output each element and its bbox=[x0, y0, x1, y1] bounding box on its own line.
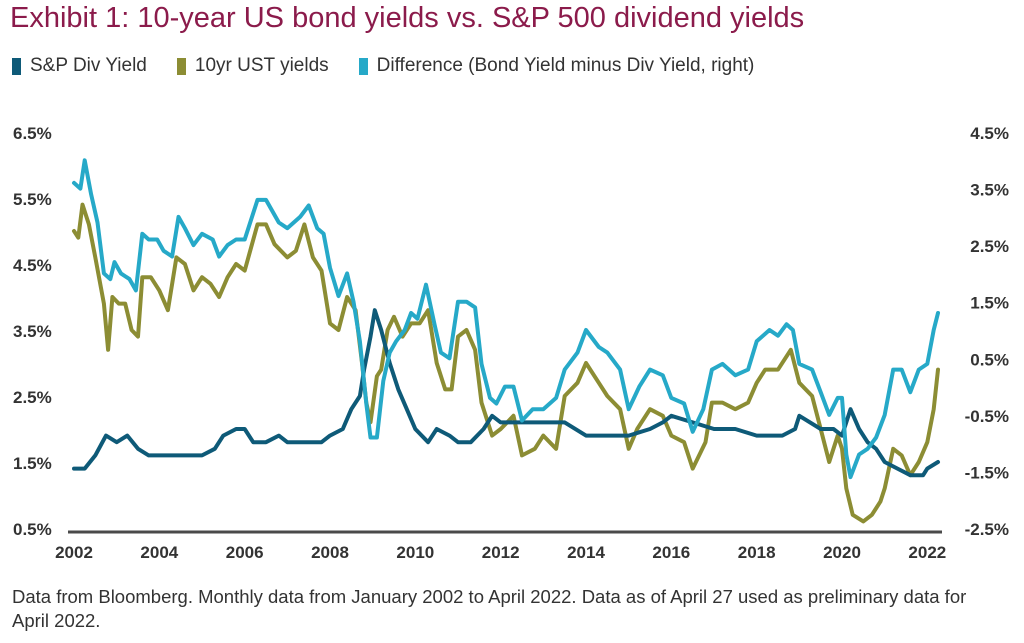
legend-swatch-difference bbox=[358, 57, 368, 75]
legend-label-div-yield: S&P Div Yield bbox=[30, 55, 147, 76]
legend-label-ust: 10yr UST yields bbox=[194, 55, 329, 76]
series-div-yield-line bbox=[72, 308, 940, 478]
x-tick-label: 2006 bbox=[226, 543, 264, 562]
y-right-tick-label: 3.5% bbox=[970, 181, 1009, 200]
x-tick-label: 2010 bbox=[396, 543, 434, 562]
x-tick-label: 2014 bbox=[567, 543, 605, 562]
x-tick-label: 2004 bbox=[140, 543, 178, 562]
y-right-tick-label: -2.5% bbox=[965, 520, 1009, 539]
y-axis-right: 4.5% 3.5% 2.5% 1.5% 0.5% -0.5% -1.5% -2.5% bbox=[965, 124, 1009, 539]
x-tick-label: 2008 bbox=[311, 543, 349, 562]
y-left-tick-label: 0.5% bbox=[13, 520, 52, 539]
y-left-tick-label: 5.5% bbox=[13, 190, 52, 209]
legend-item-div-yield: S&P Div Yield bbox=[12, 55, 147, 77]
y-right-tick-label: -1.5% bbox=[965, 463, 1009, 482]
x-axis: 2002 2004 2006 2008 2010 2012 2014 2016 2018 2020… bbox=[55, 543, 946, 562]
y-left-tick-label: 3.5% bbox=[13, 322, 52, 341]
legend-label-difference: Difference (Bond Yield minus Div Yield, … bbox=[376, 55, 755, 76]
y-right-tick-label: -0.5% bbox=[965, 407, 1009, 426]
x-tick-label: 2022 bbox=[908, 543, 946, 562]
legend-swatch-ust bbox=[176, 57, 186, 75]
series-difference-line bbox=[72, 158, 940, 480]
x-tick-label: 2016 bbox=[652, 543, 690, 562]
footnote: Data from Bloomberg. Monthly data from J… bbox=[12, 586, 967, 631]
y-right-tick-label: 1.5% bbox=[970, 294, 1009, 313]
legend-swatch-div-yield bbox=[12, 57, 21, 75]
chart-legend: S&P Div Yield 10yr UST yields Difference… bbox=[12, 53, 784, 79]
x-tick-label: 2012 bbox=[482, 543, 520, 562]
x-tick-label: 2020 bbox=[823, 543, 861, 562]
x-tick-label: 2018 bbox=[738, 543, 776, 562]
x-tick-label: 2002 bbox=[55, 543, 93, 562]
legend-item-ust: 10yr UST yields bbox=[176, 55, 329, 77]
series-layer bbox=[72, 158, 940, 524]
y-right-tick-label: 0.5% bbox=[970, 350, 1009, 369]
y-left-tick-label: 2.5% bbox=[13, 388, 52, 407]
legend-item-difference: Difference (Bond Yield minus Div Yield, … bbox=[358, 55, 755, 77]
y-right-tick-label: 2.5% bbox=[970, 237, 1009, 256]
y-right-tick-label: 4.5% bbox=[970, 124, 1009, 143]
y-axis-left: 6.5% 5.5% 4.5% 3.5% 2.5% 1.5% 0.5% bbox=[13, 124, 52, 539]
line-chart: 6.5% 5.5% 4.5% 3.5% 2.5% 1.5% 0.5% 4.5% 3.5% 2.5… bbox=[13, 124, 1009, 562]
chart-title: Exhibit 1: 10-year US bond yields vs. S&… bbox=[10, 2, 805, 34]
y-left-tick-label: 1.5% bbox=[13, 454, 52, 473]
series-ust-line bbox=[72, 202, 940, 524]
y-left-tick-label: 4.5% bbox=[13, 256, 52, 275]
y-left-tick-label: 6.5% bbox=[13, 124, 52, 143]
